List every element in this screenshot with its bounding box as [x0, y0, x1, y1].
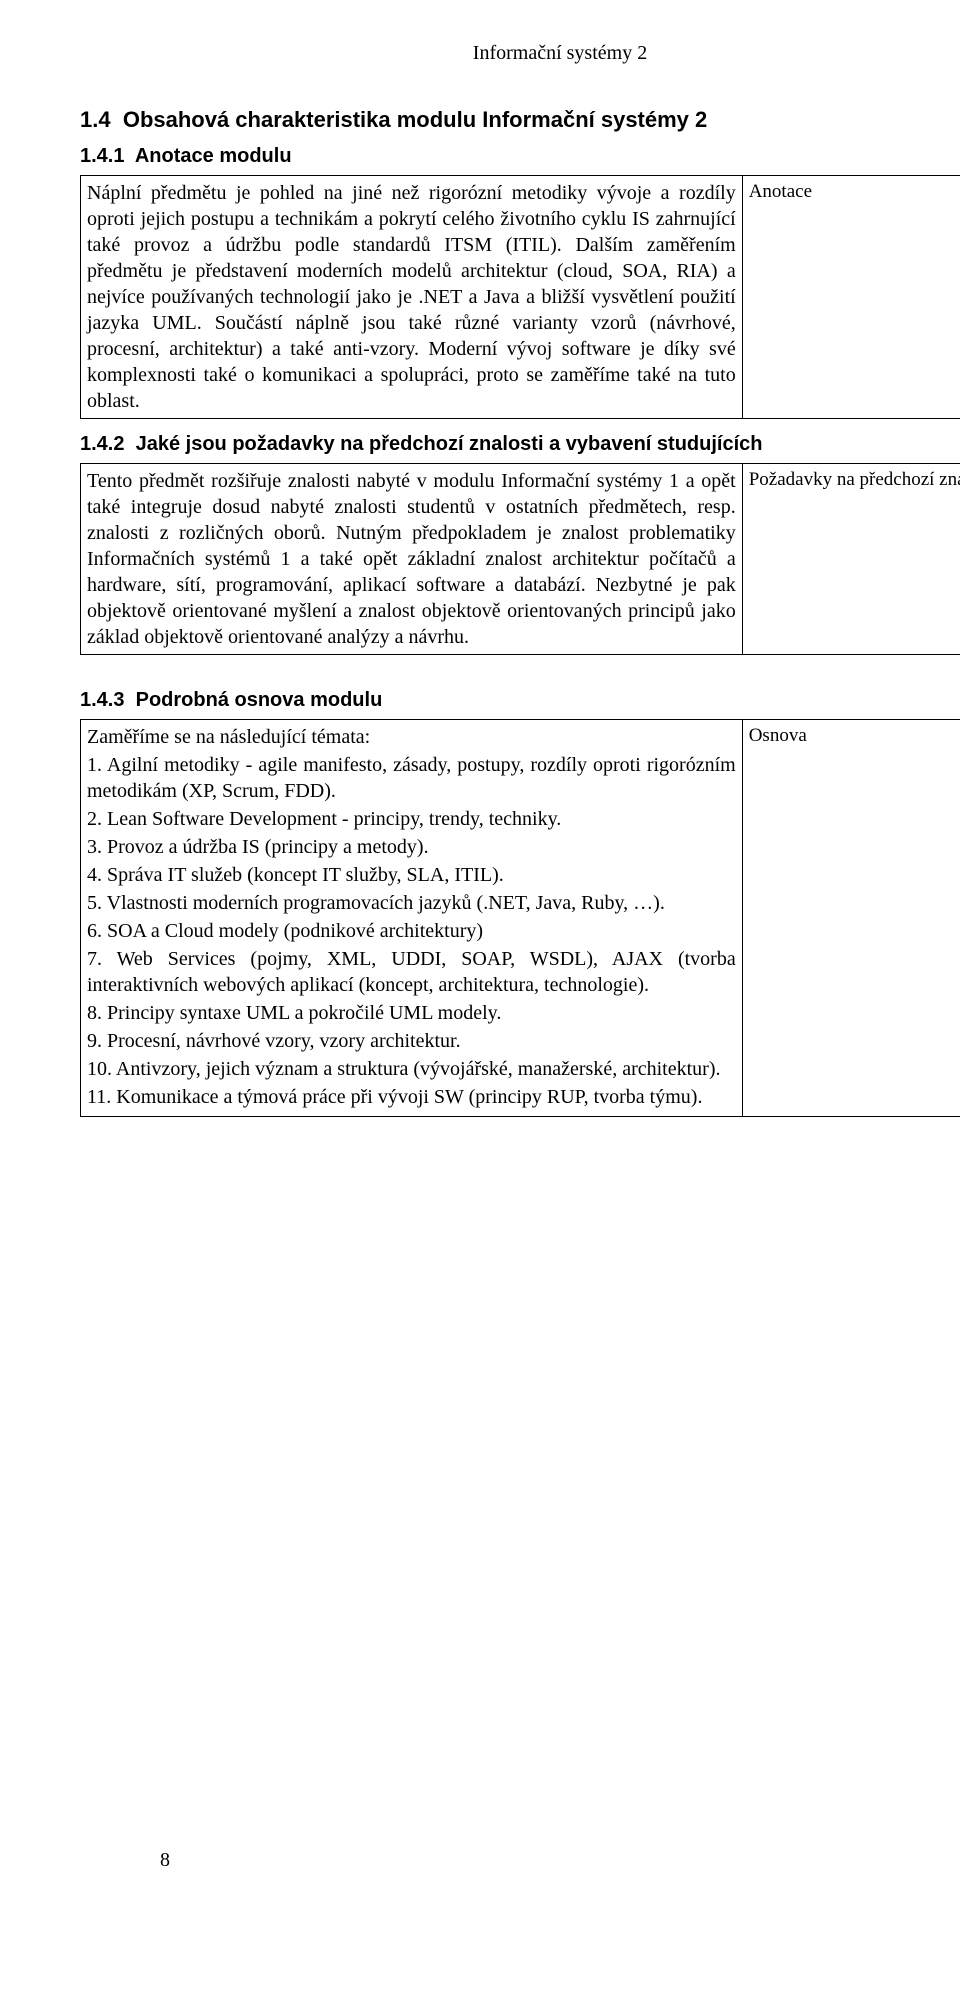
annotation-box: Náplní předmětu je pohled na jiné než ri… — [80, 175, 960, 419]
heading-level-3: 1.4.3 Podrobná osnova modulu — [80, 687, 960, 713]
margin-note: Anotace — [742, 175, 960, 418]
syllabus-item: 11. Komunikace a týmová práce při vývoji… — [87, 1084, 736, 1110]
heading-number: 1.4.2 — [80, 433, 124, 455]
heading-text: Podrobná osnova modulu — [136, 689, 383, 711]
requirements-box: Tento předmět rozšiřuje znalosti nabyté … — [80, 463, 960, 655]
running-header: Informační systémy 2 — [80, 40, 960, 66]
syllabus-item: 10. Antivzory, jejich význam a struktura… — [87, 1056, 736, 1082]
page-number: 8 — [160, 1847, 170, 1873]
annotation-body: Náplní předmětu je pohled na jiné než ri… — [81, 175, 743, 418]
syllabus-item: 9. Procesní, návrhové vzory, vzory archi… — [87, 1028, 736, 1054]
syllabus-item: 8. Principy syntaxe UML a pokročilé UML … — [87, 1000, 736, 1026]
page: Informační systémy 2 1.4 Obsahová charak… — [80, 40, 960, 1913]
syllabus-item: 3. Provoz a údržba IS (principy a metody… — [87, 834, 736, 860]
syllabus-item: 4. Správa IT služeb (koncept IT služby, … — [87, 862, 736, 888]
syllabus-box: Zaměříme se na následující témata: 1. Ag… — [80, 719, 960, 1117]
requirements-body: Tento předmět rozšiřuje znalosti nabyté … — [81, 463, 743, 654]
heading-level-2: 1.4 Obsahová charakteristika modulu Info… — [80, 106, 960, 135]
margin-note: Požadavky na předchozí znalosti — [742, 463, 960, 654]
syllabus-list: 1. Agilní metodiky - agile manifesto, zá… — [87, 752, 736, 1110]
syllabus-item: 2. Lean Software Development - principy,… — [87, 806, 736, 832]
heading-number: 1.4.1 — [80, 145, 124, 167]
heading-level-3: 1.4.2 Jaké jsou požadavky na předchozí z… — [80, 431, 960, 457]
heading-text: Anotace modulu — [135, 145, 292, 167]
heading-number: 1.4 — [80, 107, 111, 132]
syllabus-item: 7. Web Services (pojmy, XML, UDDI, SOAP,… — [87, 946, 736, 998]
heading-number: 1.4.3 — [80, 689, 124, 711]
heading-level-3: 1.4.1 Anotace modulu — [80, 143, 960, 169]
syllabus-item: 5. Vlastnosti moderních programovacích j… — [87, 890, 736, 916]
syllabus-lead: Zaměříme se na následující témata: — [87, 724, 736, 750]
margin-note: Osnova — [742, 719, 960, 1116]
syllabus-item: 6. SOA a Cloud modely (podnikové archite… — [87, 918, 736, 944]
heading-text: Obsahová charakteristika modulu Informač… — [123, 107, 707, 132]
heading-text: Jaké jsou požadavky na předchozí znalost… — [136, 433, 763, 455]
syllabus-item: 1. Agilní metodiky - agile manifesto, zá… — [87, 752, 736, 804]
syllabus-body: Zaměříme se na následující témata: 1. Ag… — [81, 719, 743, 1116]
